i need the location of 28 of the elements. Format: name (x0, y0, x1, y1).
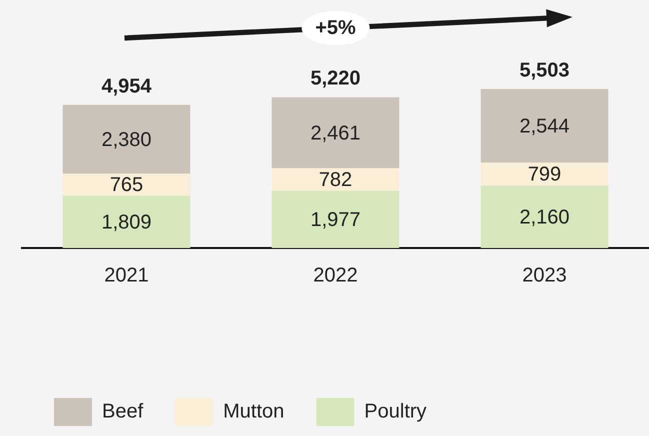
data-label: 2,160 (519, 206, 570, 228)
legend-label: Mutton (223, 400, 284, 423)
x-tick-label: 2023 (522, 264, 567, 287)
legend-label: Poultry (364, 400, 427, 423)
data-label: 765 (110, 174, 144, 196)
total-label: 4,954 (101, 75, 152, 98)
data-label: 782 (318, 169, 352, 192)
bar (480, 89, 608, 163)
data-label: 2,380 (101, 128, 152, 151)
bar (272, 168, 400, 191)
data-label: 1,809 (101, 211, 152, 234)
bar (272, 190, 400, 248)
bar (480, 186, 608, 248)
text: +5% (301, 11, 370, 46)
legend-label: Beef (102, 400, 144, 423)
x-tick-label: 2022 (313, 264, 358, 287)
bar (480, 162, 608, 186)
data-label: 2,461 (310, 122, 361, 144)
x-tick-label: 2021 (104, 264, 149, 287)
total-label: 5,220 (310, 68, 361, 90)
data-label: 799 (528, 164, 562, 186)
bar (62, 174, 190, 196)
total-label: 5,503 (519, 60, 570, 82)
bar (272, 97, 400, 168)
bar (62, 104, 190, 174)
bar (62, 196, 190, 248)
data-label: 1,977 (310, 208, 361, 231)
data-label: 2,544 (519, 115, 570, 138)
